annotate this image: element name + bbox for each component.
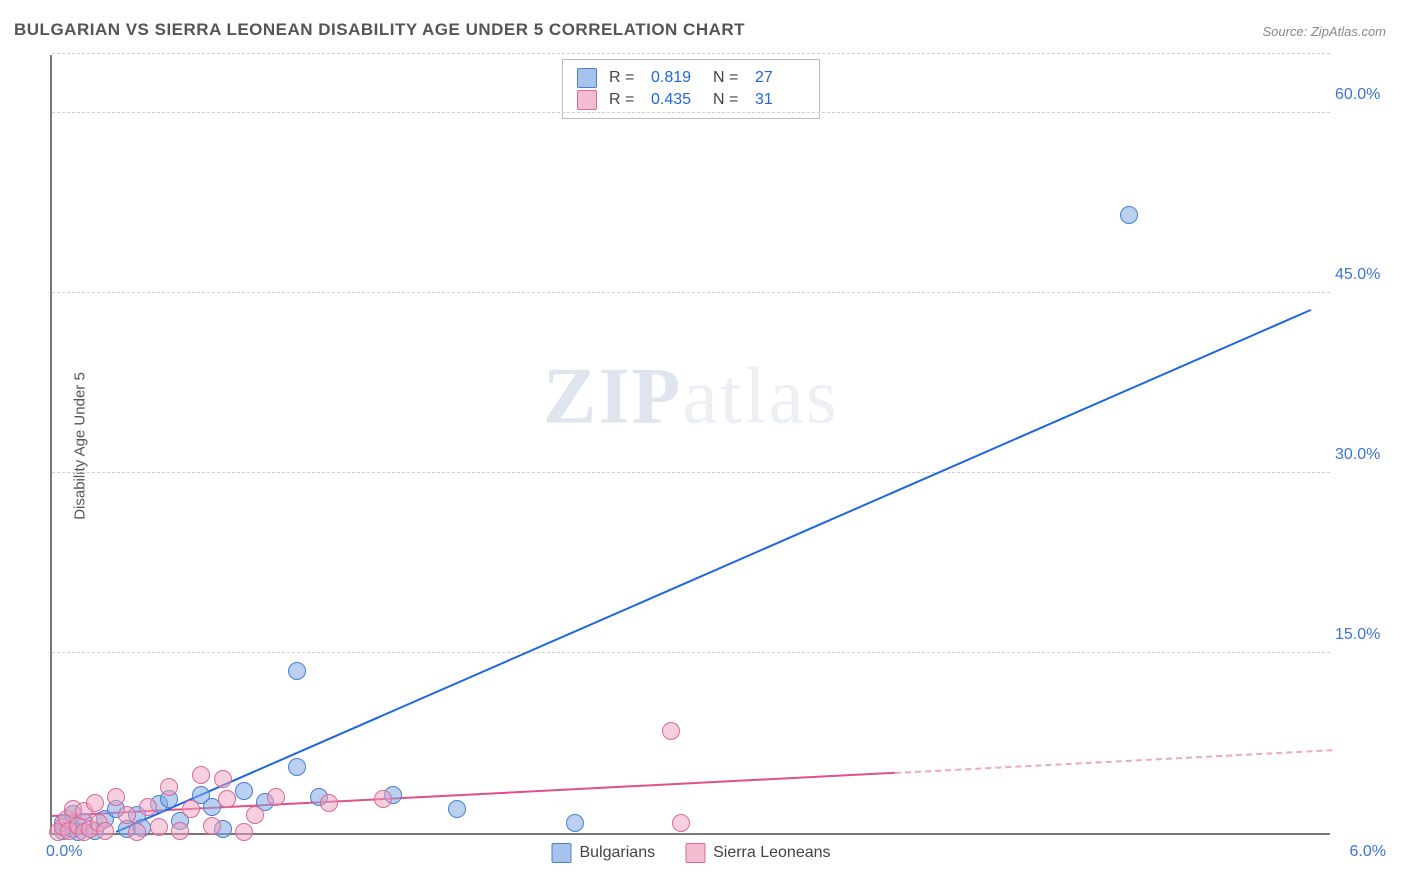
data-point bbox=[118, 806, 136, 824]
r-value: 0.435 bbox=[651, 91, 701, 109]
chart-container: BULGARIAN VS SIERRA LEONEAN DISABILITY A… bbox=[0, 0, 1406, 892]
data-point bbox=[320, 794, 338, 812]
data-point bbox=[235, 823, 253, 841]
data-point bbox=[96, 822, 114, 840]
chart-title: BULGARIAN VS SIERRA LEONEAN DISABILITY A… bbox=[14, 20, 745, 40]
x-tick-max: 6.0% bbox=[1350, 843, 1386, 861]
watermark: ZIPatlas bbox=[543, 352, 839, 443]
data-point bbox=[128, 823, 146, 841]
data-point bbox=[214, 770, 232, 788]
n-value: 31 bbox=[755, 91, 805, 109]
legend-swatch-pink bbox=[577, 90, 597, 110]
n-value: 27 bbox=[755, 69, 805, 87]
data-point bbox=[267, 788, 285, 806]
y-tick-label: 45.0% bbox=[1335, 266, 1395, 284]
legend-label: Sierra Leoneans bbox=[713, 844, 830, 862]
data-point bbox=[160, 778, 178, 796]
n-label: N = bbox=[713, 91, 743, 109]
data-point bbox=[192, 766, 210, 784]
data-point bbox=[374, 790, 392, 808]
data-point bbox=[182, 800, 200, 818]
trend-line bbox=[895, 749, 1332, 774]
data-point bbox=[139, 798, 157, 816]
data-point bbox=[203, 817, 221, 835]
source-label: Source: ZipAtlas.com bbox=[1262, 24, 1386, 39]
n-label: N = bbox=[713, 69, 743, 87]
legend-item: Sierra Leoneans bbox=[685, 843, 830, 863]
data-point bbox=[150, 818, 168, 836]
data-point bbox=[86, 794, 104, 812]
plot-area: ZIPatlas R = 0.819 N = 27 R = 0.435 N = … bbox=[50, 55, 1330, 835]
r-value: 0.819 bbox=[651, 69, 701, 87]
trend-line bbox=[116, 309, 1311, 833]
trend-line bbox=[52, 772, 895, 817]
data-point bbox=[107, 788, 125, 806]
legend-swatch-blue bbox=[551, 843, 571, 863]
legend-label: Bulgarians bbox=[579, 844, 655, 862]
legend-series: Bulgarians Sierra Leoneans bbox=[551, 843, 830, 863]
data-point bbox=[288, 662, 306, 680]
y-tick-label: 15.0% bbox=[1335, 626, 1395, 644]
data-point bbox=[218, 790, 236, 808]
data-point bbox=[246, 806, 264, 824]
legend-stats-row: R = 0.435 N = 31 bbox=[577, 90, 805, 110]
x-tick-min: 0.0% bbox=[46, 843, 82, 861]
data-point bbox=[448, 800, 466, 818]
legend-stats: R = 0.819 N = 27 R = 0.435 N = 31 bbox=[562, 59, 820, 119]
r-label: R = bbox=[609, 69, 639, 87]
y-tick-label: 60.0% bbox=[1335, 86, 1395, 104]
y-tick-label: 30.0% bbox=[1335, 446, 1395, 464]
data-point bbox=[171, 822, 189, 840]
gridline bbox=[52, 53, 1330, 54]
gridline bbox=[52, 112, 1330, 113]
data-point bbox=[672, 814, 690, 832]
data-point bbox=[662, 722, 680, 740]
data-point bbox=[566, 814, 584, 832]
watermark-zip: ZIP bbox=[543, 353, 682, 441]
data-point bbox=[288, 758, 306, 776]
legend-item: Bulgarians bbox=[551, 843, 655, 863]
watermark-atlas: atlas bbox=[682, 353, 839, 441]
data-point bbox=[1120, 206, 1138, 224]
data-point bbox=[235, 782, 253, 800]
legend-swatch-pink bbox=[685, 843, 705, 863]
gridline bbox=[52, 652, 1330, 653]
gridline bbox=[52, 472, 1330, 473]
r-label: R = bbox=[609, 91, 639, 109]
legend-stats-row: R = 0.819 N = 27 bbox=[577, 68, 805, 88]
gridline bbox=[52, 292, 1330, 293]
legend-swatch-blue bbox=[577, 68, 597, 88]
